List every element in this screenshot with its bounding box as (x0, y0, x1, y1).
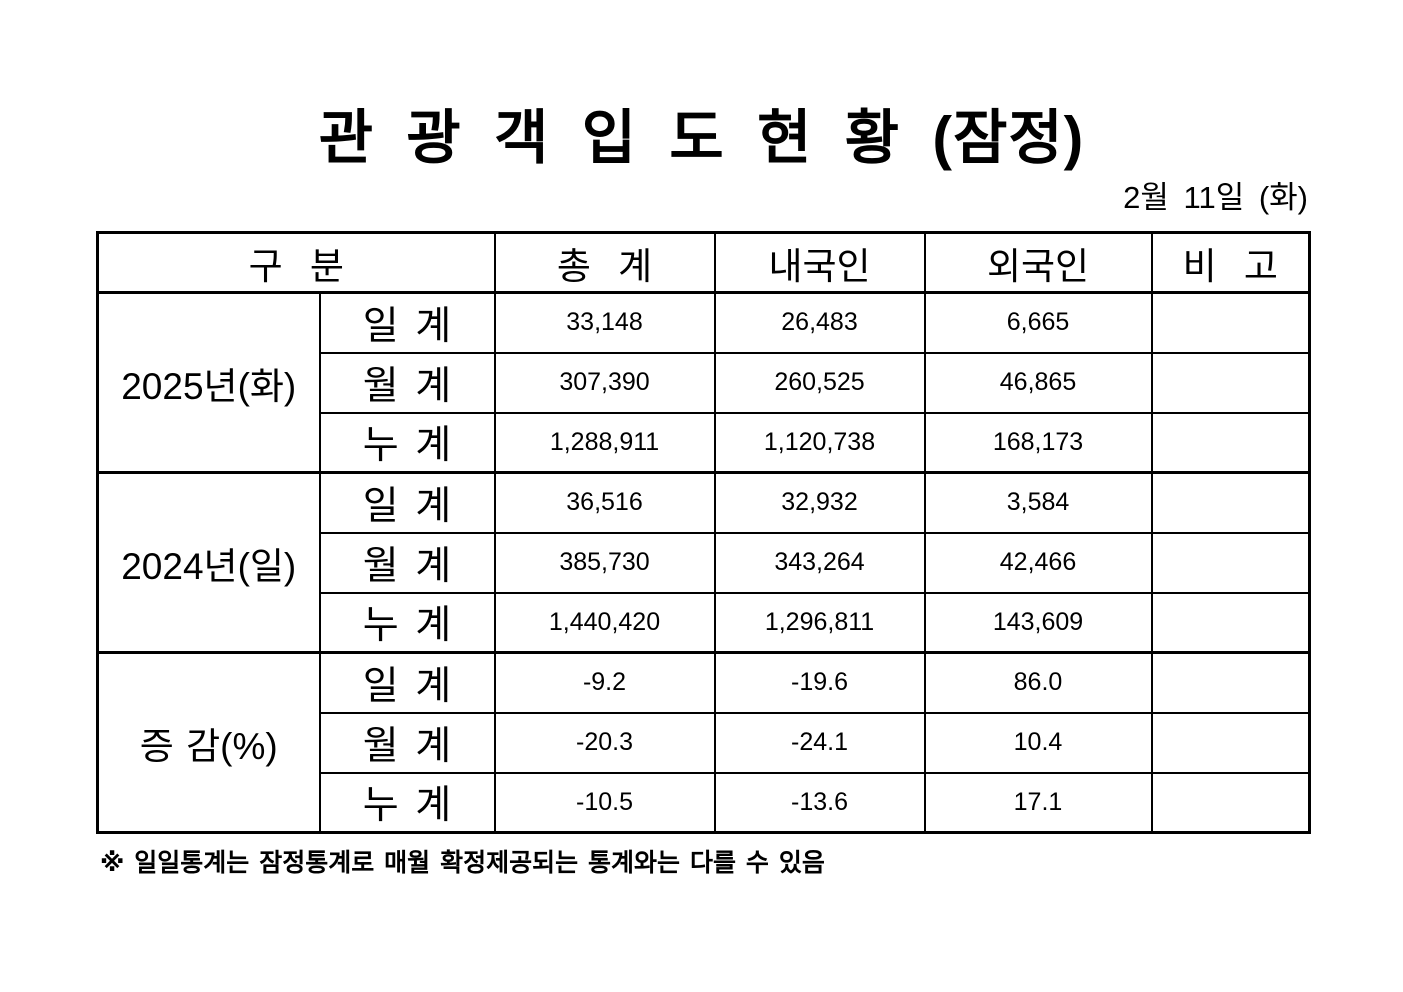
value-foreign: 10.4 (923, 711, 1153, 774)
row-label-daily: 일 계 (318, 651, 496, 714)
value-domestic: 1,120,738 (713, 411, 926, 474)
group-label-change: 증 감(%) (96, 651, 321, 834)
value-foreign: 143,609 (923, 591, 1153, 654)
row-label-cumulative: 누 계 (318, 411, 496, 474)
value-foreign: 42,466 (923, 531, 1153, 594)
value-domestic: -19.6 (713, 651, 926, 714)
row-label-monthly: 월 계 (318, 351, 496, 414)
value-remarks (1150, 351, 1311, 414)
table-row: 누 계 -10.5 -13.6 17.1 (98, 771, 1311, 834)
table-row: 월 계 -20.3 -24.1 10.4 (98, 711, 1311, 774)
value-domestic: 343,264 (713, 531, 926, 594)
value-foreign: 3,584 (923, 471, 1153, 534)
value-remarks (1150, 531, 1311, 594)
value-total: 33,148 (493, 291, 716, 354)
value-foreign: 86.0 (923, 651, 1153, 714)
row-label-daily: 일 계 (318, 291, 496, 354)
header-row: 구 분 총 계 내국인 외국인 비 고 (96, 231, 1311, 294)
row-label-monthly: 월 계 (318, 711, 496, 774)
value-remarks (1150, 771, 1311, 834)
stats-table: 구 분 총 계 내국인 외국인 비 고 2025년(화) 일 계 33,148 … (96, 231, 1311, 834)
table-row: 누 계 1,440,420 1,296,811 143,609 (98, 591, 1311, 654)
value-remarks (1150, 591, 1311, 654)
col-header-foreign: 외국인 (923, 231, 1153, 294)
value-domestic: -24.1 (713, 711, 926, 774)
value-total: 307,390 (493, 351, 716, 414)
value-remarks (1150, 291, 1311, 354)
footnote-text: ※ 일일통계는 잠정통계로 매월 확정제공되는 통계와는 다를 수 있음 (100, 849, 825, 877)
row-label-monthly: 월 계 (318, 531, 496, 594)
value-total: 1,440,420 (493, 591, 716, 654)
table-row: 증 감(%) 일 계 -9.2 -19.6 86.0 (96, 651, 1311, 834)
table-row: 2025년(화) 일 계 33,148 26,483 6,665 (96, 291, 1311, 474)
value-foreign: 17.1 (923, 771, 1153, 834)
col-header-domestic: 내국인 (713, 231, 926, 294)
value-foreign: 46,865 (923, 351, 1153, 414)
value-foreign: 6,665 (923, 291, 1153, 354)
value-total: -9.2 (493, 651, 716, 714)
value-remarks (1150, 711, 1311, 774)
value-total: -20.3 (493, 711, 716, 774)
row-label-cumulative: 누 계 (318, 771, 496, 834)
value-domestic: 1,296,811 (713, 591, 926, 654)
table-row: 2024년(일) 일 계 36,516 32,932 3,584 (96, 471, 1311, 654)
value-domestic: -13.6 (713, 771, 926, 834)
value-remarks (1150, 651, 1311, 714)
col-header-total: 총 계 (493, 231, 716, 294)
row-label-daily: 일 계 (318, 471, 496, 534)
value-remarks (1150, 411, 1311, 474)
row-label-cumulative: 누 계 (318, 591, 496, 654)
col-header-remarks: 비 고 (1150, 231, 1311, 294)
table-row: 월 계 385,730 343,264 42,466 (98, 531, 1311, 594)
table-row: 누 계 1,288,911 1,120,738 168,173 (98, 411, 1311, 474)
value-total: 36,516 (493, 471, 716, 534)
value-total: 1,288,911 (493, 411, 716, 474)
value-foreign: 168,173 (923, 411, 1153, 474)
value-total: 385,730 (493, 531, 716, 594)
group-label-2025: 2025년(화) (96, 291, 321, 474)
value-domestic: 26,483 (713, 291, 926, 354)
report-date: 2월 11일 (화) (1123, 180, 1308, 215)
value-total: -10.5 (493, 771, 716, 834)
value-domestic: 32,932 (713, 471, 926, 534)
value-remarks (1150, 471, 1311, 534)
table-row: 월 계 307,390 260,525 46,865 (98, 351, 1311, 414)
page-title: 관 광 객 입 도 현 황 (잠정) (318, 105, 1085, 171)
group-label-2024: 2024년(일) (96, 471, 321, 654)
col-header-category: 구 분 (96, 231, 496, 294)
value-domestic: 260,525 (713, 351, 926, 414)
